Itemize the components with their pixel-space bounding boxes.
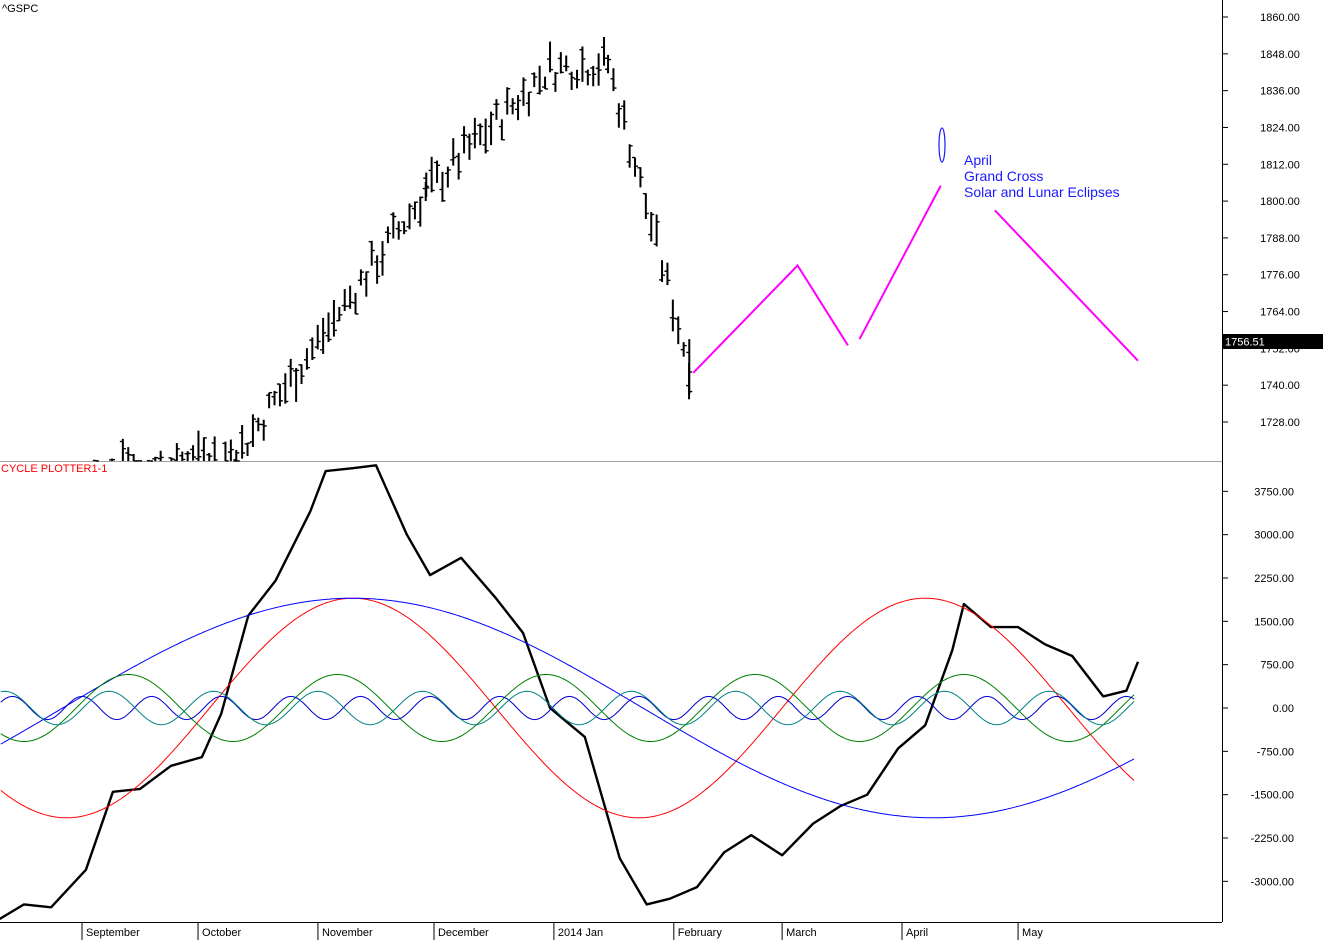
price-y-tick-label: 1788.00 <box>1260 233 1300 245</box>
price-y-tick-label: 1860.00 <box>1260 12 1300 24</box>
cycle-y-tick-label: 750.00 <box>1260 660 1294 672</box>
annotation-line-2: Grand Cross <box>964 168 1043 184</box>
cycle-y-tick-label: 3000.00 <box>1254 530 1294 542</box>
x-month-label: March <box>786 927 817 939</box>
price-y-tick-label: 1836.00 <box>1260 86 1300 98</box>
cycle-y-tick-label: -2250.00 <box>1251 833 1294 845</box>
x-month-label: February <box>678 927 723 939</box>
x-month-label: September <box>86 927 140 939</box>
price-y-tick-label: 1776.00 <box>1260 270 1300 282</box>
price-pane-title: ^GSPC <box>2 3 38 15</box>
annotation-line-1: April <box>964 152 992 168</box>
cycle-y-tick-label: 1500.00 <box>1254 616 1294 628</box>
cycle-sine-4 <box>0 695 1135 721</box>
x-month-label: November <box>322 927 373 939</box>
x-month-label: October <box>202 927 241 939</box>
price-bars <box>92 36 693 462</box>
cycle-sine-2 <box>0 597 1135 819</box>
cycle-sine-5 <box>0 690 1135 726</box>
price-y-tick-label: 1800.00 <box>1260 196 1300 208</box>
projection-segment <box>692 263 849 374</box>
last-price-tag: 1756.51 <box>1223 334 1323 349</box>
cycle-composite-line <box>0 464 1140 921</box>
annotation-ellipse <box>938 127 946 163</box>
annotation-line-3: Solar and Lunar Eclipses <box>964 184 1120 200</box>
x-month-label: December <box>438 927 489 939</box>
cycle-sine-1 <box>0 597 1135 819</box>
price-y-tick-label: 1824.00 <box>1260 122 1300 134</box>
cycle-y-tick-label: -1500.00 <box>1251 790 1294 802</box>
projection-segment <box>858 185 942 340</box>
cycle-sine-3 <box>0 674 1135 742</box>
x-month-label: April <box>906 927 928 939</box>
cycle-y-tick-label: -750.00 <box>1257 746 1294 758</box>
price-y-tick-label: 1740.00 <box>1260 380 1300 392</box>
price-y-tick-label: 1728.00 <box>1260 417 1300 429</box>
cycle-y-tick-label: -3000.00 <box>1251 876 1294 888</box>
x-axis: September October November December 2014 Jan… <box>81 922 1043 940</box>
cycle-curves <box>0 464 1140 921</box>
projection-segment <box>994 209 1139 362</box>
last-price-tag-label: 1756.51 <box>1225 337 1265 349</box>
last-price-tag-bg <box>1223 334 1323 349</box>
price-y-tick-label: 1812.00 <box>1260 159 1300 171</box>
price-y-tick-label: 1764.00 <box>1260 307 1300 319</box>
cycle-pane-title: CYCLE PLOTTER1-1 <box>1 463 107 475</box>
cycle-y-tick-label: 3750.00 <box>1254 486 1294 498</box>
cycle-y-axis: 3750.00 3000.00 2250.00 1500.00 750.00 0.00 -7… <box>1222 486 1294 888</box>
x-month-label: May <box>1022 927 1043 939</box>
price-y-tick-label: 1848.00 <box>1260 49 1300 61</box>
projection-lines <box>692 185 1139 374</box>
cycle-y-tick-label: 2250.00 <box>1254 573 1294 585</box>
cycle-y-tick-label: 0.00 <box>1273 703 1294 715</box>
x-month-label: 2014 Jan <box>558 927 603 939</box>
